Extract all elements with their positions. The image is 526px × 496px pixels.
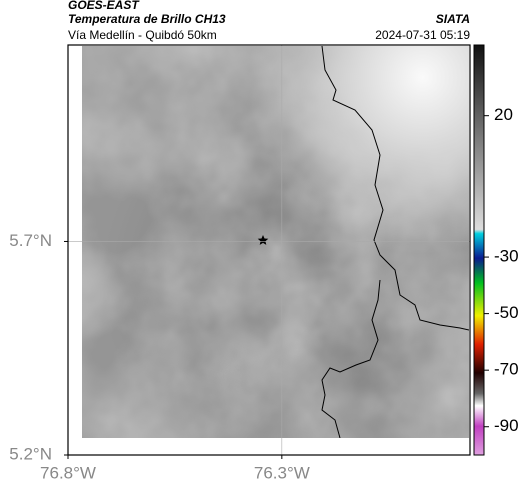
x-tick-label: 76.3°W bbox=[254, 463, 310, 482]
timestamp: 2024-07-31 05:19 bbox=[375, 28, 470, 42]
colorbar-label: -30 bbox=[494, 247, 519, 266]
y-tick-label: 5.2°N bbox=[9, 444, 52, 463]
subtitle: Temperatura de Brillo CH13 bbox=[68, 12, 226, 26]
y-tick-label: 5.7°N bbox=[9, 231, 52, 250]
colorbar bbox=[473, 44, 485, 456]
colorbar-label: 20 bbox=[494, 105, 513, 124]
colorbar-label: -70 bbox=[494, 360, 519, 379]
source: SIATA bbox=[436, 12, 470, 26]
title: GOES-EAST bbox=[68, 0, 140, 12]
colorbar-label: -90 bbox=[494, 416, 519, 435]
route: Vía Medellín - Quibdó 50km bbox=[68, 28, 217, 42]
imagery bbox=[82, 46, 469, 438]
map-frame bbox=[67, 44, 471, 456]
x-tick-label: 76.8°W bbox=[40, 463, 96, 482]
colorbar-label: -50 bbox=[494, 303, 519, 322]
